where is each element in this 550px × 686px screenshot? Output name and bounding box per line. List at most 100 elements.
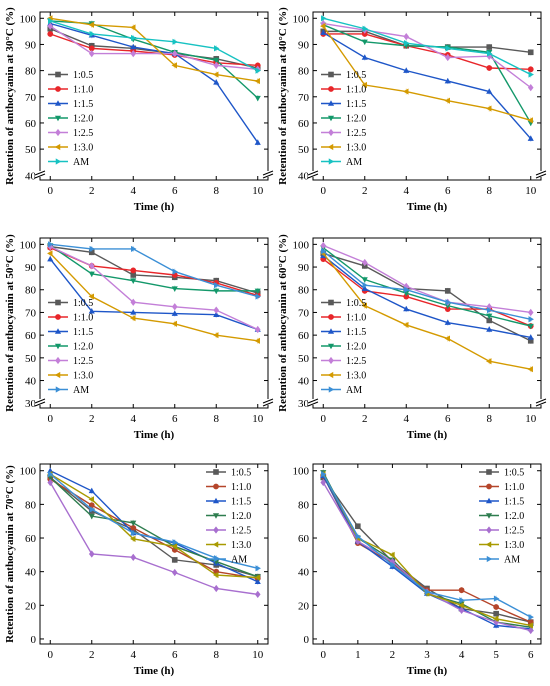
series-line [322,247,531,327]
x-tick-label: 4 [131,185,137,197]
legend-item: 1:0.5 [321,298,366,309]
legend-marker [54,371,61,379]
data-point [48,241,54,248]
legend: 1:0.5 1:1.0 1:1.5 1:2.0 1:2.5 1:3.0 AM [48,70,93,168]
series-line [49,473,258,579]
legend-label: 1:3.0 [346,143,366,154]
legend-item: 1:0.5 [48,70,93,81]
axis-break-mark [262,401,274,407]
series-1:2.0 [320,469,534,631]
plot-frame [39,237,269,409]
legend-item: 1:1.5 [479,497,524,508]
axis-break-mark [535,173,547,179]
legend-label: 1:2.5 [231,526,251,537]
data-point [89,30,95,38]
x-tick-label: 6 [172,413,178,425]
data-point [486,326,493,332]
series-line [323,22,532,89]
x-tick-label: 0 [48,413,54,425]
legend-marker [327,371,334,379]
legend-item: 1:2.5 [48,128,93,139]
legend-marker [54,343,62,350]
data-point [361,258,368,267]
data-point [487,50,493,57]
axis-break-mark [34,170,46,176]
data-point [254,62,261,69]
legend-marker [328,158,335,165]
data-point [355,533,362,540]
legend-marker [327,143,334,151]
axis-break-mark [262,173,274,179]
chart-panel-1: 40 50 60 70 80 90 100 0 2 4 6 8 10 Time (h) Retention … [4,7,274,213]
data-point [493,610,499,617]
data-point [47,22,54,30]
series-line [49,28,258,69]
axis-break-gap [536,171,546,177]
y-tick-label: 60 [25,330,37,342]
legend-item: 1:2.0 [321,114,366,125]
y-tick-label: 100 [293,466,310,478]
legend-label: 1:2.0 [504,511,524,522]
legend-item: 1:1.0 [479,482,524,493]
y-tick-label: 60 [298,118,310,130]
data-point [213,57,220,64]
data-point [88,496,94,503]
data-point [254,78,260,85]
x-tick-label: 4 [459,649,465,661]
chart-panel-6: 0 20 40 60 80 100 0 1 2 3 4 5 6 Time (h) 1:0.5 1:1.0 1:1… [293,463,542,677]
data-point [172,38,178,45]
data-point [254,325,261,334]
x-tick-label: 3 [424,649,430,661]
data-point [320,241,327,250]
data-point [254,95,261,102]
y-tick-label: 40 [25,376,37,388]
data-point [403,282,410,290]
legend-marker [55,314,61,320]
legend-item: 1:3.0 [479,540,524,551]
legend-marker [54,328,62,334]
series-line [49,478,258,580]
y-tick-label: 40 [298,376,310,388]
data-point [321,471,327,478]
plot-frame [39,11,269,181]
legend-marker [486,555,493,563]
data-point [527,83,534,92]
x-tick-label: 8 [213,413,219,425]
y-tick-label: 40 [298,567,310,579]
x-tick-label: 0 [321,185,327,197]
legend-marker [55,71,61,78]
data-point [404,40,410,47]
plot-frame [312,237,542,409]
data-point [361,31,368,37]
y-tick-label: 40 [298,170,310,182]
data-point [171,49,178,58]
x-tick-label: 2 [89,649,95,661]
legend-label: 1:1.5 [346,99,366,110]
legend-marker [327,115,335,122]
legend-marker [55,128,61,137]
legend-item: 1:3.0 [48,371,93,382]
x-tick-label: 8 [486,185,492,197]
x-tick-label: 8 [213,185,219,197]
data-point [444,288,451,294]
data-point [254,590,261,599]
series-1:0.5 [320,28,534,56]
legend-item: AM [321,157,362,168]
y-tick-label: 0 [304,634,310,646]
data-point [130,309,137,315]
y-tick-label: 100 [20,239,37,251]
data-point [213,311,220,317]
data-point [47,31,54,37]
data-point [355,537,361,546]
legend-label: 1:1.0 [73,313,93,324]
data-point [171,303,178,311]
series-1:2.0 [320,244,534,330]
data-point [131,529,137,537]
data-point [213,79,220,85]
data-point [213,306,220,314]
data-point [444,53,451,62]
legend-marker [55,86,61,92]
data-point [320,29,327,35]
data-point [47,255,54,262]
data-point [131,34,137,41]
